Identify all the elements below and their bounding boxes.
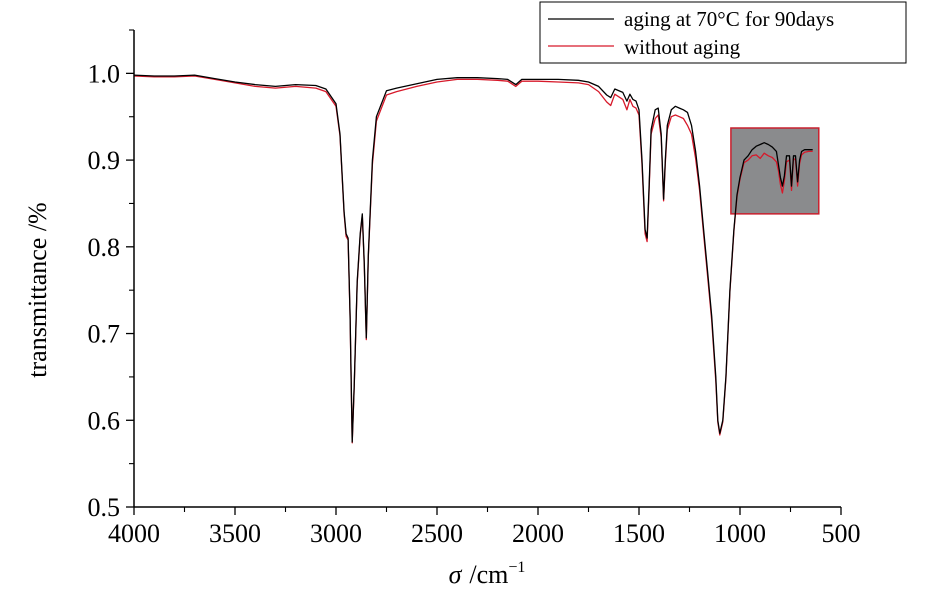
x-axis-unit: /cm [469,560,508,589]
x-tick-label: 500 [822,519,861,548]
legend-label-aged: aging at 70°C for 90days [624,7,834,31]
x-tick-label: 4000 [108,519,160,548]
x-tick-label: 1000 [714,519,766,548]
y-axis-title: transmittance /% [23,202,52,377]
y-tick-label: 0.9 [88,146,121,175]
x-tick-label: 2000 [512,519,564,548]
x-axis-unit-exponent: −1 [508,559,525,576]
axes-layer: 4000 3500 3000 2500 2000 1500 1000 500 0.5 0.6 0.7… [88,29,861,548]
legend-box [539,1,907,64]
legend: aging at 70°C for 90days without aging [539,1,907,64]
y-tick-label: 0.7 [88,320,121,349]
y-tick-label: 0.5 [88,493,121,522]
y-tick-label: 0.8 [88,233,121,262]
x-tick-label: 1500 [613,519,665,548]
y-tick-label: 0.6 [88,406,121,435]
x-tick-label: 3000 [310,519,362,548]
x-tick-label: 3500 [209,519,261,548]
series-layer [133,74,813,444]
legend-label-unaged: without aging [624,35,741,59]
inset-layer [730,127,820,215]
x-axis-symbol: σ [449,560,463,589]
x-tick-label: 2500 [411,519,463,548]
x-axis-title: σ/cm−1 [449,559,526,589]
series-line-0 [133,74,813,443]
y-tick-label: 1.0 [88,59,121,88]
inset-highlight-box [730,127,820,215]
